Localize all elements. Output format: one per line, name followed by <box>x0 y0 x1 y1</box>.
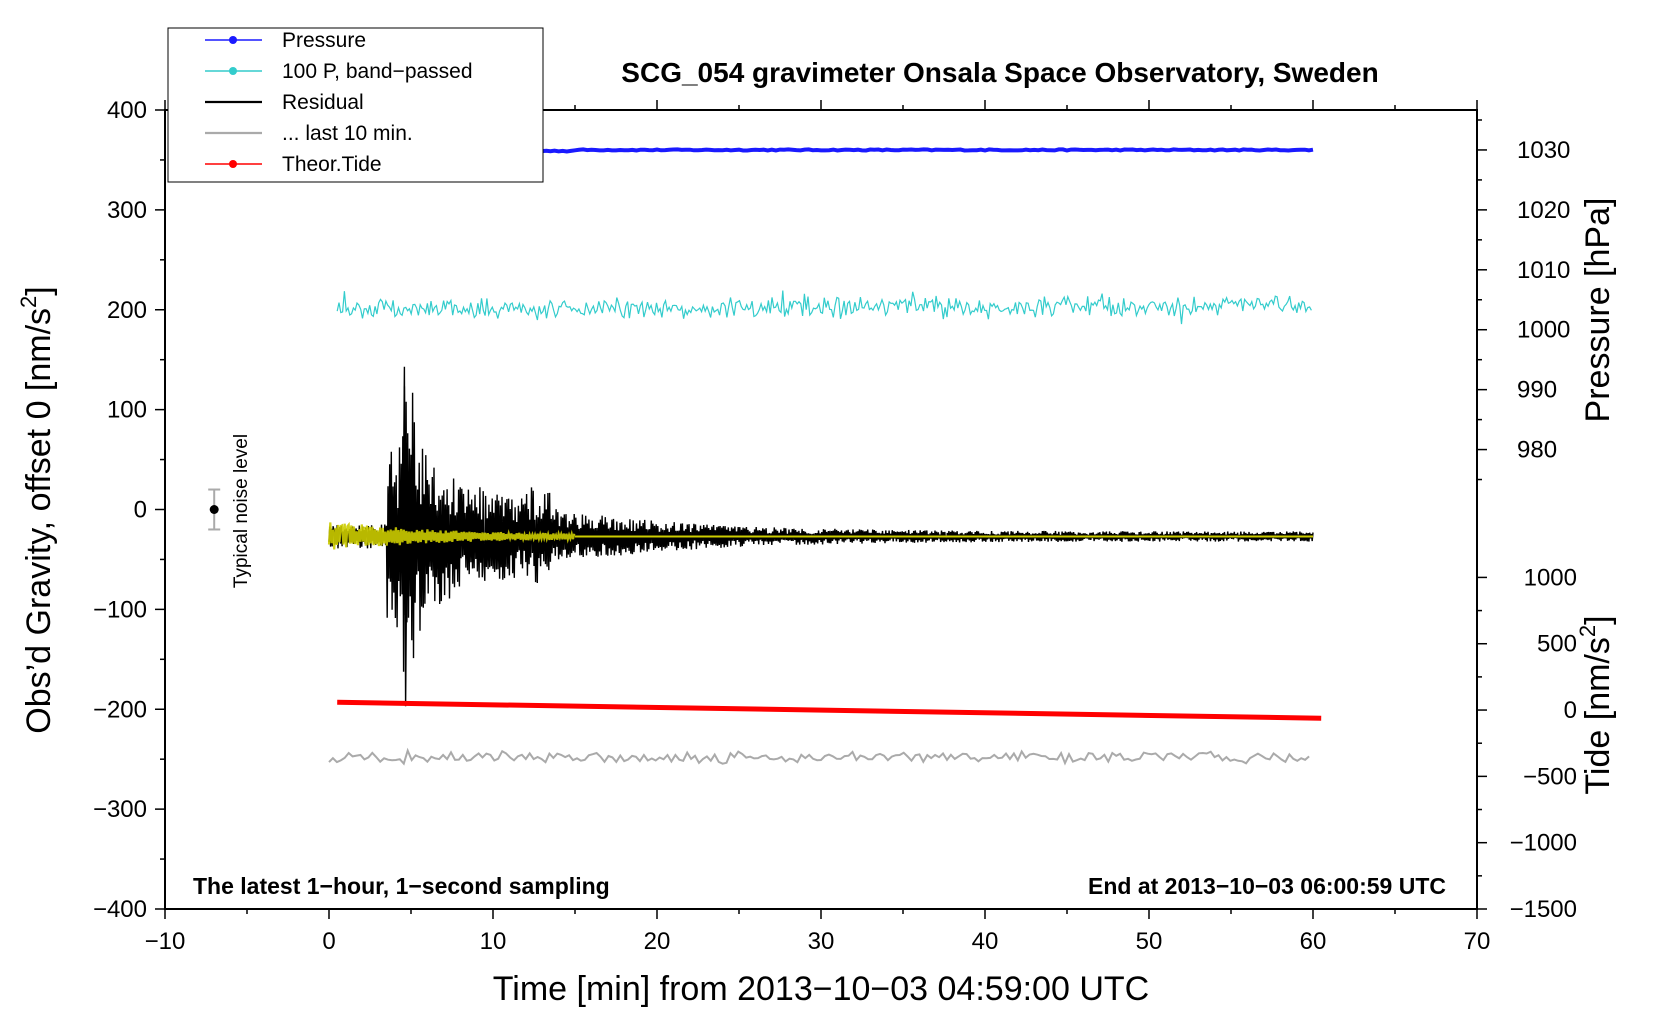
axis-ticks: −10 0 10 20 30 40 50 60 70−400−300−200−100010020… <box>93 97 1577 955</box>
pressure-tick-label: 1000 <box>1517 317 1570 344</box>
x-tick-label: −10 <box>145 928 186 955</box>
x-tick-label: 30 <box>808 928 835 955</box>
legend-label: Theor.Tide <box>282 153 382 176</box>
x-tick-label: 60 <box>1300 928 1327 955</box>
annotation-end-time: End at 2013−10−03 06:00:59 UTC <box>1088 873 1446 899</box>
x-tick-label: 0 <box>322 928 335 955</box>
legend-label: 100 P, band−passed <box>282 60 473 83</box>
last-10-min-series <box>328 747 1310 766</box>
y-tick-label: −300 <box>93 796 147 823</box>
pressure-tick-label: 1030 <box>1517 137 1570 164</box>
pressure-tick-label: 1020 <box>1517 197 1570 224</box>
x-tick-label: 40 <box>972 928 999 955</box>
chart-title: SCG_054 gravimeter Onsala Space Observat… <box>621 57 1378 88</box>
y-tick-label: −400 <box>93 896 147 923</box>
residual-smoothed-series <box>327 521 576 550</box>
x-axis-label: Time [min] from 2013−10−03 04:59:00 UTC <box>493 970 1149 1008</box>
tide-tick-label: −500 <box>1523 763 1577 790</box>
legend-label: ... last 10 min. <box>282 122 413 145</box>
x-tick-label: 20 <box>644 928 671 955</box>
legend-box <box>167 27 544 183</box>
y-tick-label: 100 <box>107 397 147 424</box>
x-tick-label: 70 <box>1464 928 1491 955</box>
legend-marker <box>229 67 237 75</box>
residual-series <box>328 386 1314 672</box>
noise-center-dot <box>209 505 219 514</box>
plot-frame <box>164 109 1478 910</box>
legend: Pressure 100 P, band−passed Residual ... la… <box>167 27 544 183</box>
y-tick-label: −100 <box>93 596 147 623</box>
data-series <box>208 147 1322 766</box>
tide-tick-label: −1000 <box>1510 830 1577 857</box>
legend-marker <box>229 160 237 168</box>
y-tick-label: −200 <box>93 696 147 723</box>
legend-marker <box>229 36 237 44</box>
legend-label: Pressure <box>282 29 366 52</box>
y-tick-label: 200 <box>107 297 147 324</box>
tide-axis-label: Tide [nm/s2] <box>1575 615 1617 794</box>
y-tick-label: 0 <box>134 497 147 524</box>
pressure-tick-label: 980 <box>1517 437 1557 464</box>
x-tick-label: 10 <box>480 928 507 955</box>
tide-tick-label: 500 <box>1537 631 1577 658</box>
y-tick-label: 300 <box>107 197 147 224</box>
legend-label: Residual <box>282 91 364 114</box>
bandpassed-pressure-series <box>336 290 1312 325</box>
tide-tick-label: 1000 <box>1524 564 1577 591</box>
theoretical-tide-series <box>337 699 1322 721</box>
pressure-tick-label: 1010 <box>1517 257 1570 284</box>
tide-tick-label: 0 <box>1564 697 1577 724</box>
y-tick-label: 400 <box>107 97 147 124</box>
y-axis-label: Obs’d Gravity, offset 0 [nm/s2] <box>16 286 58 733</box>
x-tick-label: 50 <box>1136 928 1163 955</box>
pressure-tick-label: 990 <box>1517 377 1557 404</box>
annotation-sampling: The latest 1−hour, 1−second sampling <box>193 873 610 899</box>
pressure-axis-label: Pressure [hPa] <box>1579 198 1617 423</box>
tide-tick-label: −1500 <box>1510 896 1577 923</box>
noise-level-label: Typical noise level <box>231 434 252 588</box>
